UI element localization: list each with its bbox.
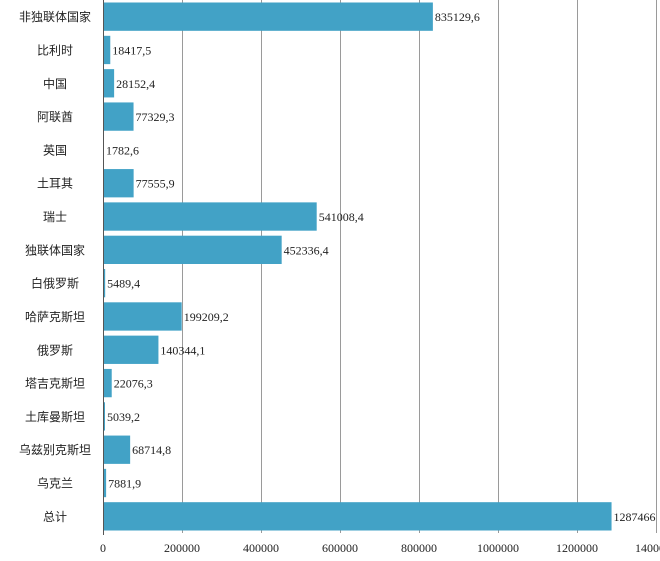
bar — [103, 2, 433, 31]
x-tick-label: 800000 — [401, 541, 437, 555]
category-label: 独联体国家 — [25, 242, 85, 257]
category-label: 乌克兰 — [37, 476, 73, 491]
category-label: 哈萨克斯坦 — [25, 310, 85, 324]
grid-lines — [182, 0, 657, 533]
x-tick-label: 600000 — [322, 541, 358, 555]
value-label: 1287466 — [614, 510, 656, 524]
labels: 0 200000 400000 600000 800000 1000000 1200000 1… — [19, 9, 660, 555]
bar — [103, 35, 111, 65]
category-label: 非独联体国家 — [19, 9, 91, 24]
category-label: 比利时 — [37, 43, 73, 57]
x-tick-label: 400000 — [243, 541, 279, 555]
bar — [103, 435, 131, 464]
category-label: 乌兹别克斯坦 — [19, 442, 91, 457]
value-label: 835129,6 — [435, 10, 480, 24]
bar — [103, 335, 159, 364]
value-label: 5489,4 — [107, 277, 140, 291]
value-label: 77555,9 — [136, 177, 175, 191]
x-tick-label: 1000000 — [477, 541, 519, 555]
bar — [103, 169, 134, 198]
category-label: 俄罗斯 — [37, 343, 73, 357]
value-label: 28152,4 — [116, 77, 155, 91]
bar — [103, 102, 134, 131]
category-label: 英国 — [43, 143, 67, 157]
category-label: 土库曼斯坦 — [25, 409, 85, 424]
category-label: 瑞士 — [43, 210, 67, 224]
bars — [103, 2, 612, 531]
bar — [103, 502, 612, 531]
category-label: 阿联酋 — [37, 109, 73, 124]
value-label: 1782,6 — [106, 143, 139, 157]
category-label: 土耳其 — [37, 177, 73, 191]
value-label: 541008,4 — [319, 210, 364, 224]
value-label: 18417,5 — [112, 43, 151, 57]
category-label: 塔吉克斯坦 — [25, 377, 85, 391]
category-label: 白俄罗斯 — [31, 276, 79, 291]
x-tick-label: 0 — [100, 541, 106, 555]
value-label: 77329,3 — [136, 110, 175, 124]
bar — [103, 269, 106, 298]
value-label: 68714,8 — [132, 443, 171, 457]
x-tick-label: 1200000 — [556, 541, 598, 555]
value-label: 199209,2 — [184, 310, 229, 324]
value-label: 7881,9 — [108, 477, 141, 491]
value-label: 452336,4 — [284, 243, 329, 257]
category-label: 中国 — [43, 76, 67, 91]
category-label: 总计 — [43, 510, 67, 524]
bar — [103, 69, 115, 98]
bar — [103, 302, 182, 331]
value-label: 5039,2 — [107, 410, 140, 424]
bar — [103, 235, 282, 264]
bar — [103, 202, 317, 231]
x-tick-label: 200000 — [164, 541, 200, 555]
bar — [103, 368, 112, 398]
value-label: 22076,3 — [114, 377, 153, 391]
bar — [103, 468, 107, 498]
value-label: 140344,1 — [160, 343, 205, 357]
x-tick-label: 1400000 — [635, 541, 660, 555]
